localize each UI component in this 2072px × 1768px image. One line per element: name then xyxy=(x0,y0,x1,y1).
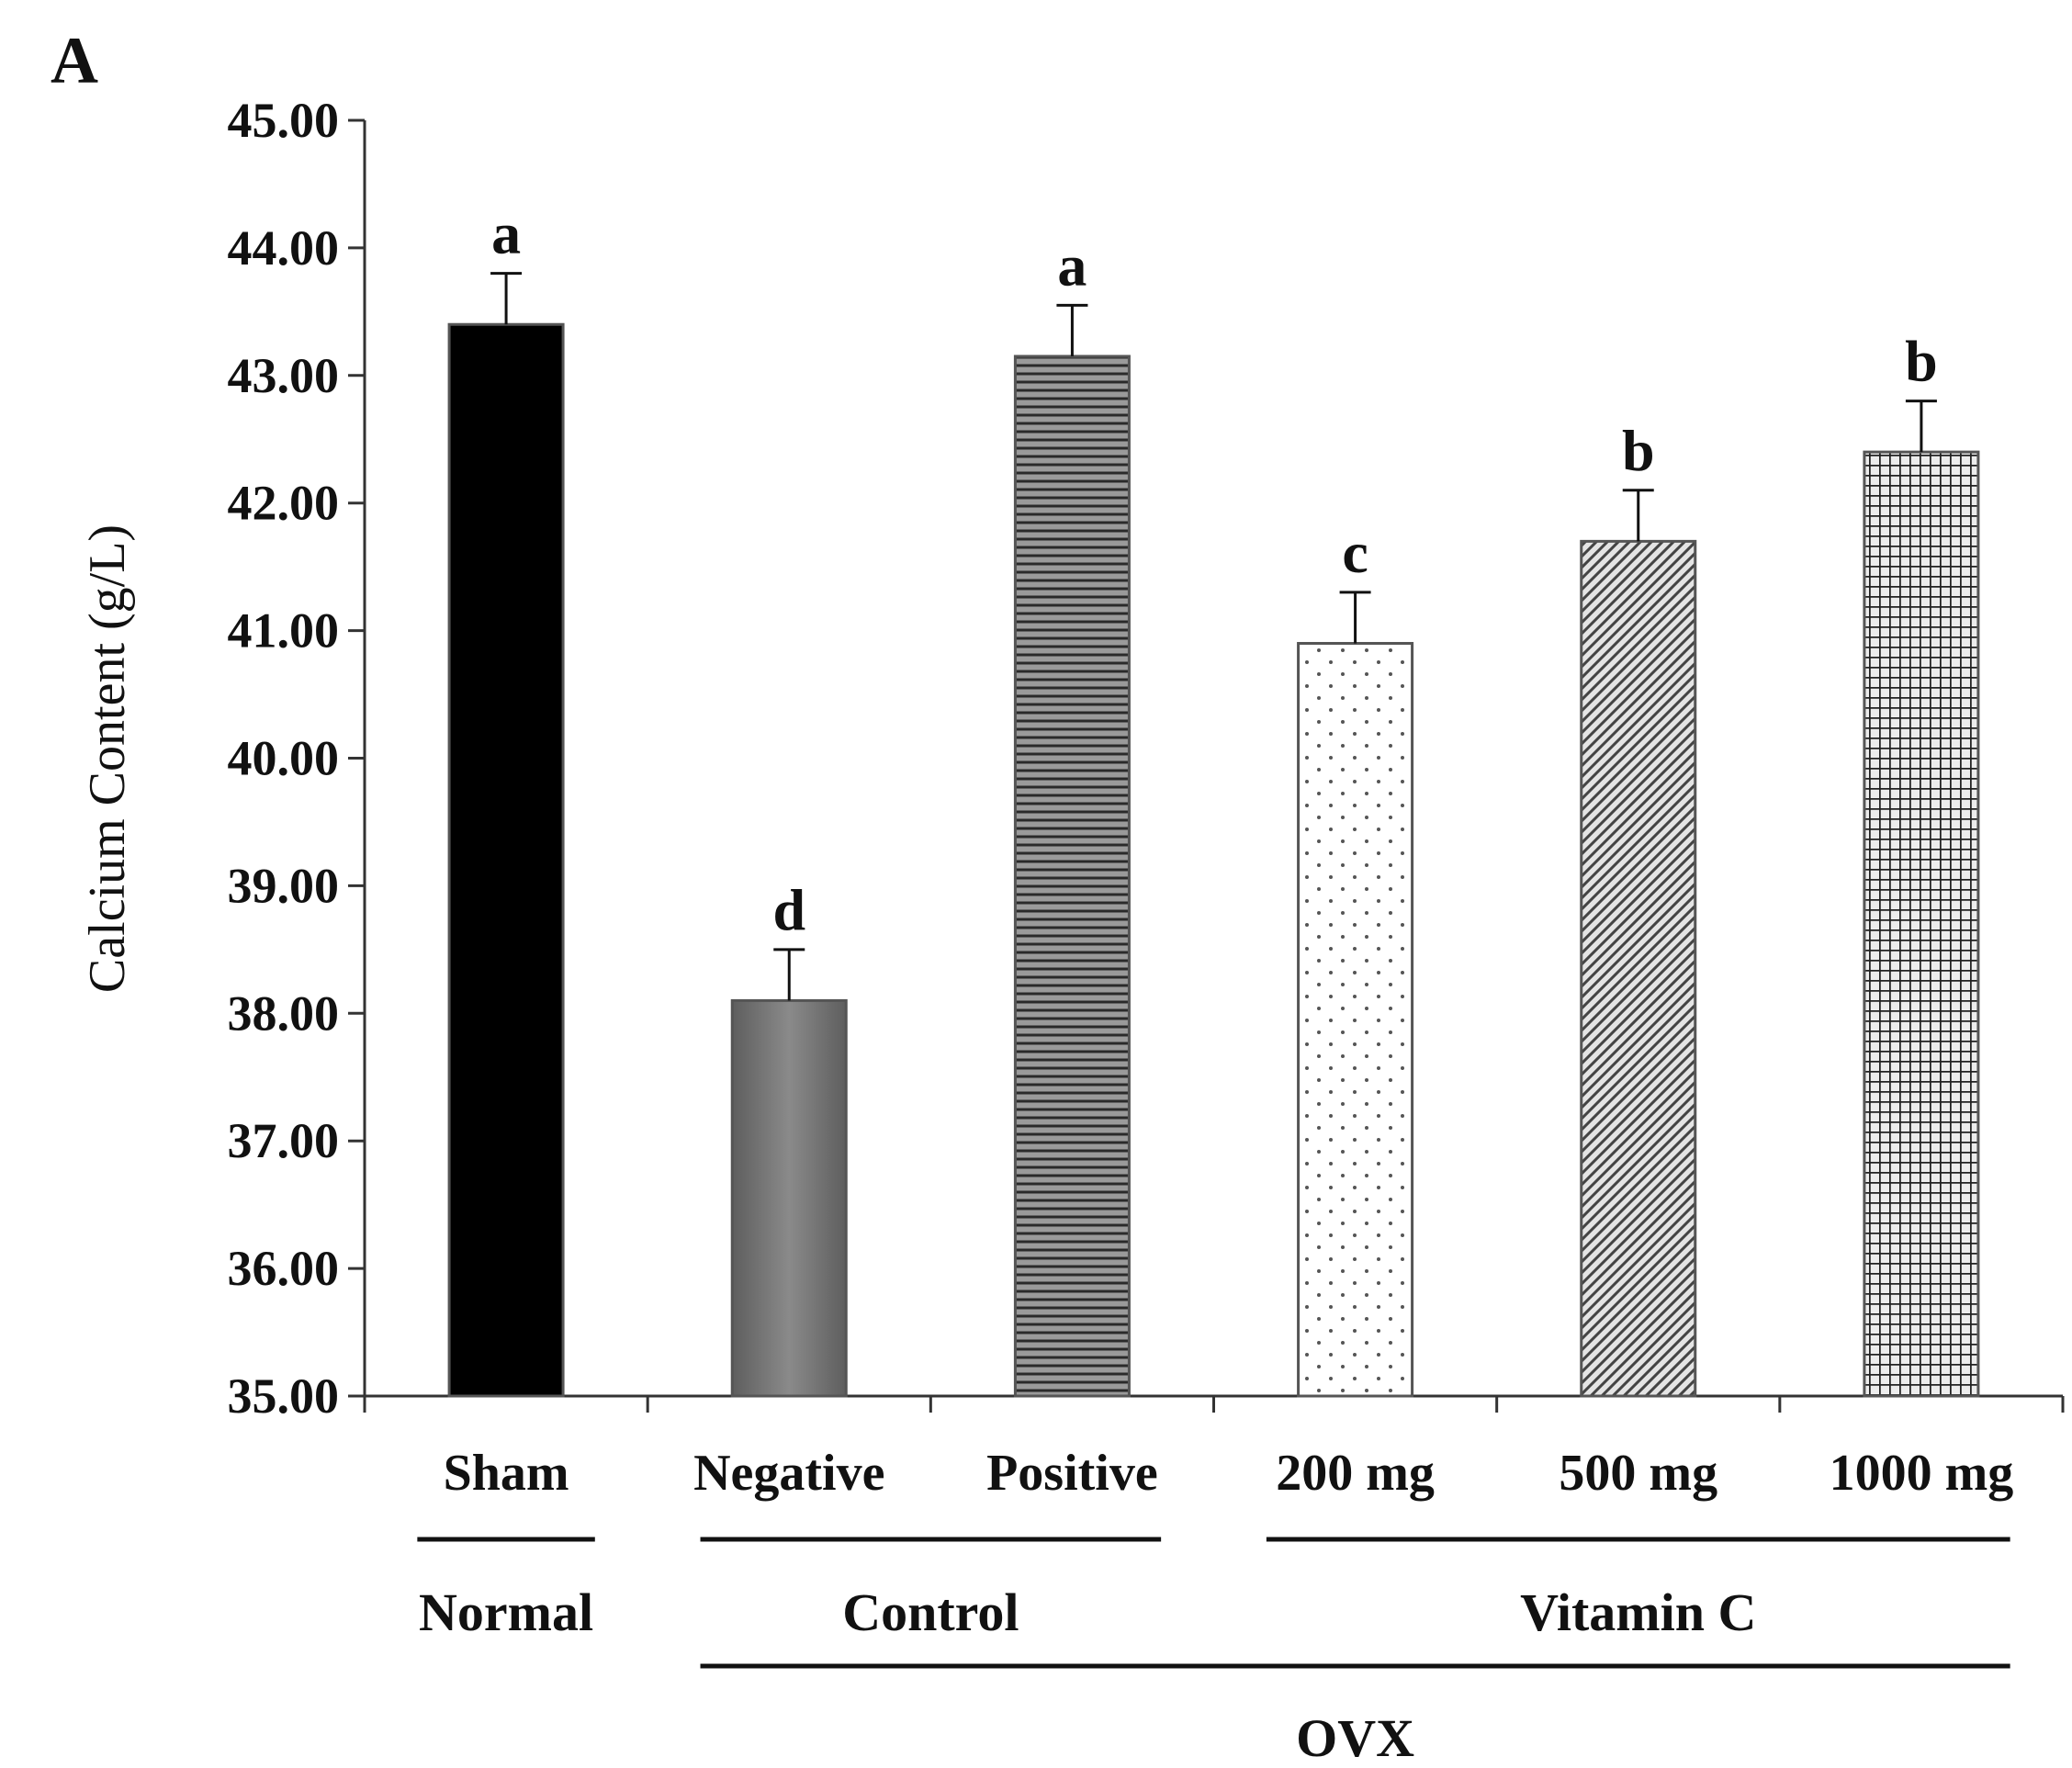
x-tick-label: 500 mg xyxy=(1559,1445,1717,1502)
y-tick-label: 39.00 xyxy=(228,858,340,913)
y-tick-label: 43.00 xyxy=(228,348,340,403)
x-tick-label: 200 mg xyxy=(1276,1445,1435,1502)
bars: a d a c b b xyxy=(447,201,1980,1398)
x-tick-label: Positive xyxy=(986,1445,1158,1502)
y-tick-label: 40.00 xyxy=(228,731,340,786)
x-labels: Sham Negative Positive 200 mg 500 mg 1000 mg N… xyxy=(417,1445,2013,1768)
y-axis-label: Calcium Content (g/L) xyxy=(79,524,136,993)
significance-letter: d xyxy=(772,877,805,942)
bar-sham xyxy=(447,322,565,1398)
bar-positive xyxy=(1013,355,1131,1398)
x-tick-label: 1000 mg xyxy=(1830,1445,2014,1502)
y-tick-label: 36.00 xyxy=(228,1241,340,1296)
y-tick-label: 42.00 xyxy=(228,476,340,531)
bar-500-mg xyxy=(1580,539,1697,1398)
y-tick-label: 44.00 xyxy=(228,220,340,276)
significance-letter: c xyxy=(1342,520,1368,585)
significance-letter: b xyxy=(1905,329,1938,394)
panel-label: A xyxy=(51,24,98,97)
group-label: Control xyxy=(842,1582,1019,1642)
y-tick-label: 35.00 xyxy=(228,1368,340,1424)
group-label: Vitamin C xyxy=(1520,1582,1756,1642)
supergroup-label: OVX xyxy=(1296,1708,1414,1768)
bar-200-mg xyxy=(1297,641,1414,1398)
x-tick-label: Sham xyxy=(444,1445,569,1502)
significance-letter: a xyxy=(1057,232,1087,298)
significance-letter: a xyxy=(491,201,521,266)
x-tick-label: Negative xyxy=(693,1445,884,1502)
y-tick-label: 45.00 xyxy=(228,93,340,148)
axes: 35.00 36.00 37.00 38.00 39.00 40.00 41.00 42.00… xyxy=(228,93,2065,1424)
significance-letter: b xyxy=(1622,418,1655,483)
bar-1000-mg xyxy=(1863,450,1980,1398)
bar-negative xyxy=(730,998,848,1398)
y-tick-label: 41.00 xyxy=(228,603,340,659)
group-label: Normal xyxy=(419,1582,593,1642)
y-tick-label: 38.00 xyxy=(228,985,340,1041)
y-tick-label: 37.00 xyxy=(228,1113,340,1168)
